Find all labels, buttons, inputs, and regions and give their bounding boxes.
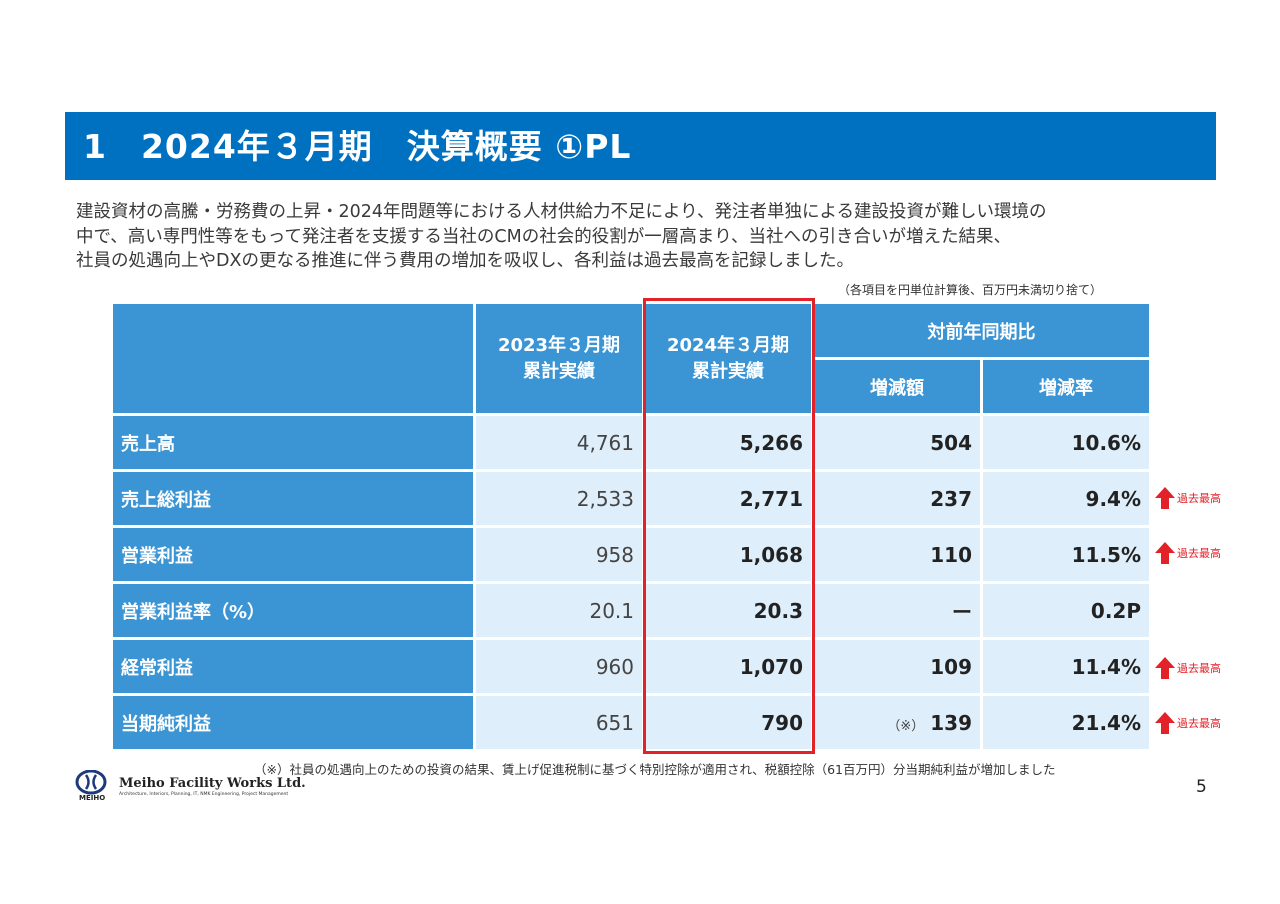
- row-label: 売上総利益: [113, 472, 473, 525]
- header-change-amount: 増減額: [814, 360, 980, 413]
- table-row: 営業利益 958 1,068 110 11.5%: [113, 528, 1149, 581]
- record-badge: 過去最高: [1155, 712, 1221, 734]
- diff-number: 139: [930, 710, 972, 735]
- title-bar: 1 2024年３月期 決算概要 ①PL: [65, 112, 1216, 180]
- prev-value: 20.1: [476, 584, 642, 637]
- header-prev-period: 2023年３月期 累計実績: [476, 304, 642, 413]
- rate-value: 21.4%: [983, 696, 1149, 749]
- record-badge: 過去最高: [1155, 487, 1221, 509]
- rate-value: 0.2P: [983, 584, 1149, 637]
- rate-value: 10.6%: [983, 416, 1149, 469]
- meiho-logo-icon: [75, 770, 107, 795]
- company-name: Meiho Facility Works Ltd.: [119, 776, 306, 791]
- header-corner: [113, 304, 473, 413]
- row-label: 売上高: [113, 416, 473, 469]
- curr-value: 1,070: [645, 640, 811, 693]
- header-prev-line: 2023年３月期: [497, 334, 621, 356]
- diff-value: ー: [814, 584, 980, 637]
- curr-value: 20.3: [645, 584, 811, 637]
- diff-value: 504: [814, 416, 980, 469]
- header-curr-period: 2024年３月期 累計実績: [645, 304, 811, 413]
- record-label: 過去最高: [1177, 717, 1221, 730]
- table-row: 当期純利益 651 790 （※） 139 21.4%: [113, 696, 1149, 749]
- pl-table: 2023年３月期 累計実績 2024年３月期 累計実績 対前年同期比 増減額 増…: [110, 301, 1152, 752]
- curr-value: 790: [645, 696, 811, 749]
- intro-line: 社員の処遇向上やDXの更なる推進に伴う費用の増加を吸収し、各利益は過去最高を記録…: [76, 251, 854, 271]
- prev-value: 2,533: [476, 472, 642, 525]
- prev-value: 4,761: [476, 416, 642, 469]
- red-up-arrow-icon: [1155, 487, 1175, 509]
- diff-value: 110: [814, 528, 980, 581]
- header-change-rate: 増減率: [983, 360, 1149, 413]
- row-label: 当期純利益: [113, 696, 473, 749]
- company-tagline: Architecture, Interiors, Planning, IT, N…: [119, 792, 289, 797]
- table-row: 売上総利益 2,533 2,771 237 9.4%: [113, 472, 1149, 525]
- row-label: 営業利益率（%）: [113, 584, 473, 637]
- note-mark: （※）: [887, 718, 925, 734]
- prev-value: 651: [476, 696, 642, 749]
- prev-value: 958: [476, 528, 642, 581]
- row-label: 経常利益: [113, 640, 473, 693]
- red-up-arrow-icon: [1155, 712, 1175, 734]
- diff-value: 109: [814, 640, 980, 693]
- page-title: 1 2024年３月期 決算概要 ①PL: [83, 127, 632, 166]
- red-up-arrow-icon: [1155, 542, 1175, 564]
- table-row: 営業利益率（%） 20.1 20.3 ー 0.2P: [113, 584, 1149, 637]
- table-row: 売上高 4,761 5,266 504 10.6%: [113, 416, 1149, 469]
- rate-value: 11.5%: [983, 528, 1149, 581]
- red-up-arrow-icon: [1155, 657, 1175, 679]
- record-label: 過去最高: [1177, 547, 1221, 560]
- rate-value: 11.4%: [983, 640, 1149, 693]
- page-number: 5: [1196, 777, 1207, 797]
- record-label: 過去最高: [1177, 662, 1221, 675]
- intro-paragraph: 建設資材の高騰・労務費の上昇・2024年問題等における人材供給力不足により、発注…: [76, 200, 1216, 274]
- record-badge: 過去最高: [1155, 542, 1221, 564]
- rate-value: 9.4%: [983, 472, 1149, 525]
- diff-value: 237: [814, 472, 980, 525]
- header-prev-line: 累計実績: [523, 360, 595, 382]
- unit-note: （各項目を円単位計算後、百万円未満切り捨て）: [838, 283, 1103, 297]
- diff-value: （※） 139: [814, 696, 980, 749]
- record-label: 過去最高: [1177, 492, 1221, 505]
- header-curr-line: 累計実績: [692, 360, 764, 382]
- record-badge: 過去最高: [1155, 657, 1221, 679]
- curr-value: 2,771: [645, 472, 811, 525]
- row-label: 営業利益: [113, 528, 473, 581]
- logo-mark-text: MEIHO: [79, 794, 106, 802]
- header-comparison: 対前年同期比: [814, 304, 1149, 357]
- intro-line: 建設資材の高騰・労務費の上昇・2024年問題等における人材供給力不足により、発注…: [76, 202, 1047, 222]
- table-row: 経常利益 960 1,070 109 11.4%: [113, 640, 1149, 693]
- company-logo: MEIHO Meiho Facility Works Ltd. Architec…: [72, 770, 306, 806]
- footnote: （※）社員の処遇向上のための投資の結果、賃上げ促進税制に基づく特別控除が適用され…: [254, 762, 1056, 777]
- prev-value: 960: [476, 640, 642, 693]
- curr-value: 5,266: [645, 416, 811, 469]
- header-curr-line: 2024年３月期: [666, 334, 790, 356]
- intro-line: 中で、高い専門性等をもって発注者を支援する当社のCMの社会的役割が一層高まり、当…: [76, 226, 1012, 247]
- curr-value: 1,068: [645, 528, 811, 581]
